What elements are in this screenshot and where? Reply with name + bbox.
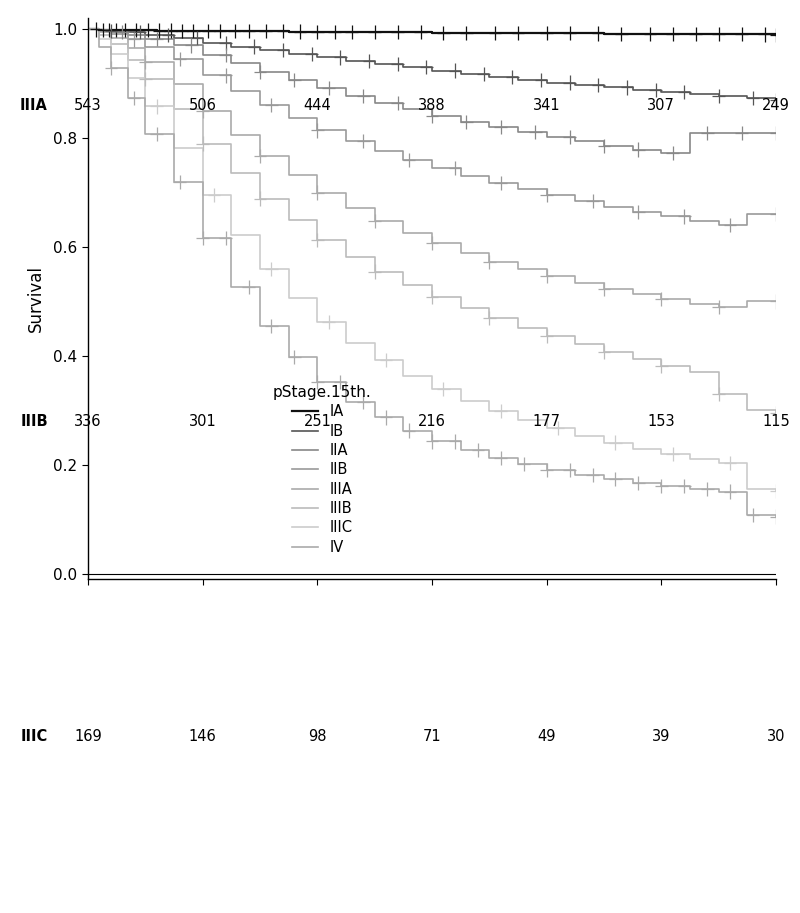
Text: 146: 146 [189,729,217,744]
Text: 169: 169 [74,729,102,744]
Text: 249: 249 [762,99,790,113]
Text: 251: 251 [303,414,331,429]
Text: 49: 49 [538,729,556,744]
Text: 177: 177 [533,414,561,429]
Text: 71: 71 [422,729,442,744]
Text: 216: 216 [418,414,446,429]
Text: 115: 115 [762,414,790,429]
Text: 39: 39 [652,729,670,744]
Text: 444: 444 [303,99,331,113]
Text: 30: 30 [766,729,786,744]
Text: 336: 336 [74,414,102,429]
Text: 388: 388 [418,99,446,113]
Text: 153: 153 [647,414,675,429]
Text: IIIB: IIIB [20,414,48,429]
Text: 98: 98 [308,729,326,744]
Text: 506: 506 [189,99,217,113]
Text: 543: 543 [74,99,102,113]
Text: IIIA: IIIA [20,99,48,113]
Y-axis label: Survival: Survival [27,266,45,332]
Text: IIIC: IIIC [21,729,48,744]
Text: 301: 301 [189,414,217,429]
Text: 341: 341 [533,99,561,113]
Legend: IA, IB, IIA, IIB, IIIA, IIIB, IIIC, IV: IA, IB, IIA, IIB, IIIA, IIIB, IIIC, IV [267,379,378,561]
Text: 307: 307 [647,99,675,113]
